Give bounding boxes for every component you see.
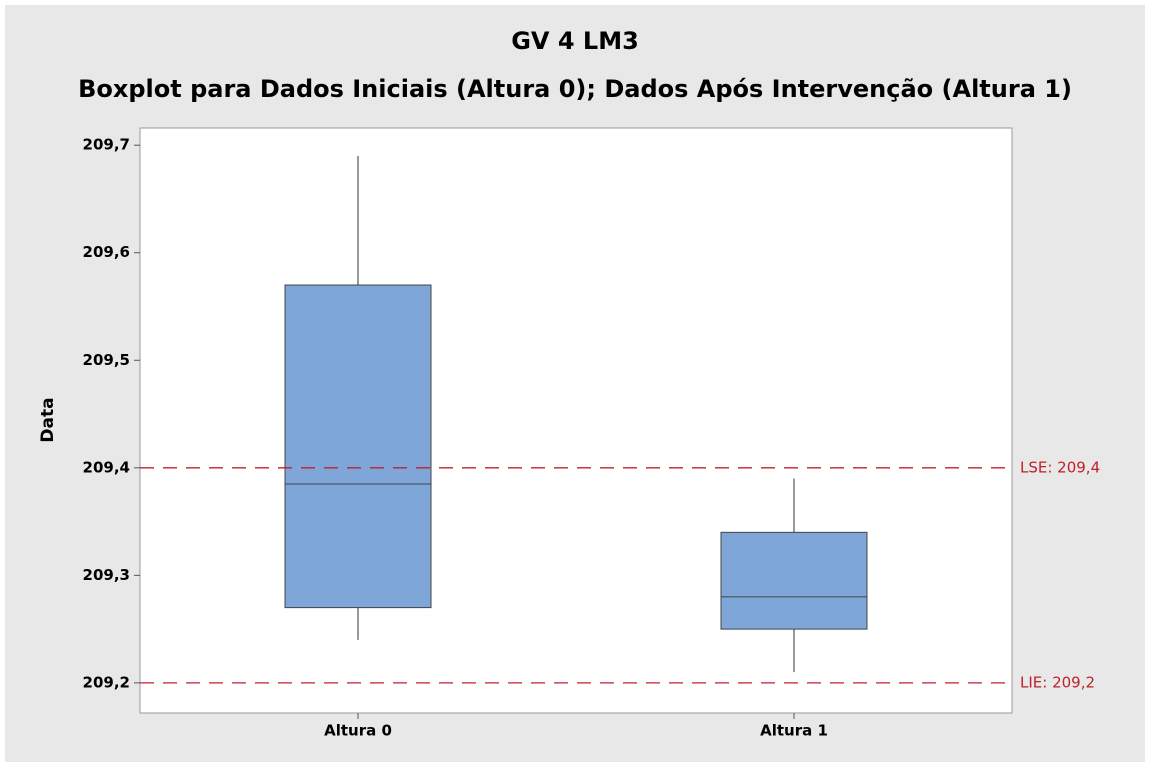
box xyxy=(720,531,868,630)
x-tick-label: Altura 0 xyxy=(324,722,392,740)
y-tick-label: 209,2 xyxy=(83,673,130,691)
y-tick-label: 209,6 xyxy=(83,243,130,261)
y-tick-label: 209,4 xyxy=(83,458,130,476)
plot-area xyxy=(139,127,1013,714)
chart-subtitle: Boxplot para Dados Iniciais (Altura 0); … xyxy=(78,75,1072,103)
reference-label: LSE: 209,4 xyxy=(1020,458,1100,476)
box xyxy=(284,284,432,609)
y-tick-label: 209,5 xyxy=(83,351,130,369)
y-tick-label: 209,3 xyxy=(83,566,130,584)
chart-title: GV 4 LM3 xyxy=(511,27,639,55)
x-tick-label: Altura 1 xyxy=(760,722,828,740)
reference-label: LIE: 209,2 xyxy=(1020,673,1095,691)
y-tick-label: 209,7 xyxy=(83,136,130,154)
y-axis-label: Data xyxy=(38,397,58,442)
